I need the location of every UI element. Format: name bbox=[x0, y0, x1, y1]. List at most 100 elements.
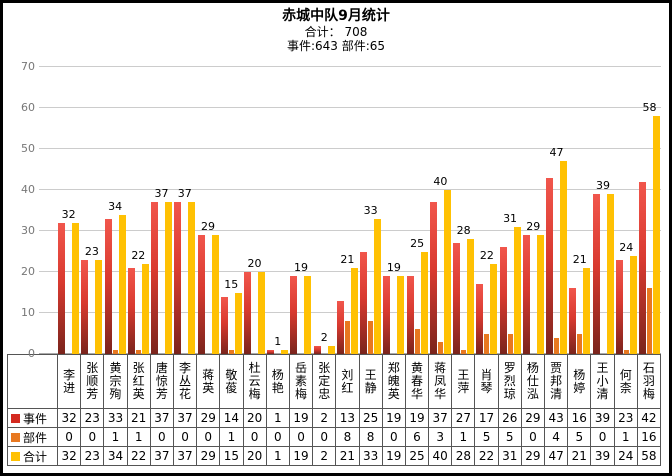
table-cell-total-6: 29 bbox=[197, 447, 221, 466]
bar-parts-25 bbox=[646, 288, 652, 354]
table-cell-events-7: 14 bbox=[220, 409, 244, 428]
bar-total-12 bbox=[350, 267, 358, 354]
table-cell-total-15: 25 bbox=[405, 447, 430, 466]
bar-total-21 bbox=[560, 161, 568, 354]
table-cell-events-11: 2 bbox=[313, 409, 337, 428]
bar-value-label-5: 37 bbox=[177, 187, 192, 201]
bar-total-10 bbox=[304, 276, 312, 354]
table-cell-events-10: 19 bbox=[289, 409, 314, 428]
bar-total-25 bbox=[652, 116, 660, 354]
bar-total-23 bbox=[606, 194, 614, 354]
column-header-name-16: 蒋凤华 bbox=[429, 355, 453, 409]
bar-value-label-24: 24 bbox=[619, 240, 634, 254]
table-cell-parts-25: 16 bbox=[637, 428, 661, 447]
bar-events-1 bbox=[81, 259, 89, 354]
legend-swatch-total bbox=[11, 451, 20, 461]
bar-value-label-13: 33 bbox=[363, 203, 378, 217]
table-cell-parts-19: 5 bbox=[498, 428, 522, 447]
column-header-name-19: 罗烈琼 bbox=[498, 355, 522, 409]
bar-parts-21 bbox=[554, 337, 560, 354]
table-cell-total-23: 39 bbox=[591, 447, 615, 466]
table-cell-events-19: 26 bbox=[498, 409, 522, 428]
table-cell-total-20: 29 bbox=[521, 447, 546, 466]
bar-group-7: 15 bbox=[220, 54, 243, 354]
legend-label-events: 事件 bbox=[23, 411, 48, 426]
bar-value-label-21: 47 bbox=[549, 146, 564, 160]
column-header-name-7: 敬葰 bbox=[220, 355, 244, 409]
table-cell-total-8: 20 bbox=[243, 447, 267, 466]
column-header-name-13: 王静 bbox=[359, 355, 383, 409]
bar-parts-3 bbox=[135, 349, 141, 354]
table-cell-parts-10: 0 bbox=[289, 428, 314, 447]
legend-swatch-events bbox=[11, 413, 20, 423]
bar-parts-12 bbox=[344, 321, 350, 354]
legend-events: 事件 bbox=[8, 409, 58, 428]
bar-events-16 bbox=[429, 202, 437, 354]
legend-parts: 部件 bbox=[8, 428, 58, 447]
bar-total-7 bbox=[234, 292, 242, 354]
bar-events-19 bbox=[499, 247, 507, 354]
bar-total-5 bbox=[188, 202, 196, 354]
table-cell-events-1: 23 bbox=[81, 409, 105, 428]
bar-total-1 bbox=[95, 259, 103, 354]
bar-parts-15 bbox=[414, 329, 420, 354]
y-axis-label-70: 70 bbox=[21, 60, 35, 73]
bar-value-label-9: 1 bbox=[274, 334, 282, 348]
table-cell-events-9: 1 bbox=[266, 409, 290, 428]
y-axis-label-0: 0 bbox=[28, 347, 35, 360]
column-header-name-24: 何柰 bbox=[614, 355, 638, 409]
table-cell-total-0: 32 bbox=[58, 447, 82, 466]
table-cell-parts-14: 0 bbox=[382, 428, 406, 447]
bar-group-10: 19 bbox=[289, 54, 312, 354]
table-cell-total-9: 1 bbox=[266, 447, 290, 466]
bar-events-11 bbox=[313, 345, 321, 354]
bar-value-label-22: 21 bbox=[572, 252, 587, 266]
column-header-name-11: 张定忠 bbox=[313, 355, 337, 409]
bar-events-9 bbox=[267, 349, 275, 354]
table-cell-events-20: 29 bbox=[521, 409, 546, 428]
column-header-name-1: 张顺芳 bbox=[81, 355, 105, 409]
bar-group-21: 47 bbox=[545, 54, 568, 354]
table-cell-parts-22: 5 bbox=[568, 428, 592, 447]
bar-parts-7 bbox=[228, 349, 234, 354]
bar-value-label-12: 21 bbox=[340, 252, 355, 266]
bar-groups: 32 23 34 22 37 37 29 15 20 1 19 2 21 33 19 25 40 28 22 31 29… bbox=[57, 54, 661, 354]
bar-events-13 bbox=[360, 251, 368, 354]
bar-total-0 bbox=[72, 222, 80, 354]
bar-total-24 bbox=[629, 255, 637, 354]
column-header-name-3: 张红英 bbox=[127, 355, 151, 409]
bar-value-label-2: 34 bbox=[108, 199, 123, 213]
table-cell-events-13: 25 bbox=[359, 409, 383, 428]
table-cell-total-18: 22 bbox=[475, 447, 499, 466]
table-cell-parts-24: 1 bbox=[614, 428, 638, 447]
bar-group-14: 19 bbox=[382, 54, 405, 354]
bar-events-8 bbox=[243, 272, 251, 354]
table-cell-events-23: 39 bbox=[591, 409, 615, 428]
bar-value-label-16: 40 bbox=[433, 175, 448, 188]
table-cell-parts-1: 0 bbox=[81, 428, 105, 447]
column-header-name-2: 黄宗殉 bbox=[104, 355, 128, 409]
bar-parts-19 bbox=[507, 333, 513, 354]
bar-value-label-1: 23 bbox=[84, 244, 99, 258]
table-cell-total-5: 37 bbox=[173, 447, 198, 466]
gridline-10 bbox=[39, 312, 661, 313]
column-header-name-18: 肖琴 bbox=[475, 355, 499, 409]
legend-swatch-parts bbox=[11, 432, 20, 442]
column-header-name-9: 杨艳 bbox=[266, 355, 290, 409]
table-cell-events-8: 20 bbox=[243, 409, 267, 428]
table-cell-events-14: 19 bbox=[382, 409, 406, 428]
bar-parts-24 bbox=[623, 349, 629, 354]
column-header-name-0: 李进 bbox=[58, 355, 82, 409]
bar-total-3 bbox=[141, 263, 149, 354]
bar-group-22: 21 bbox=[568, 54, 591, 354]
gridline-40 bbox=[39, 189, 661, 190]
bar-parts-22 bbox=[577, 333, 583, 354]
table-cell-events-12: 13 bbox=[336, 409, 360, 428]
bar-parts-2 bbox=[112, 349, 118, 354]
bar-chart-plot-area: 0 10 20 30 40 50 60 70 32 23 34 22 37 37 29 15 20 1 19 2 21… bbox=[7, 54, 661, 359]
bar-events-0 bbox=[58, 222, 66, 354]
bar-events-20 bbox=[522, 235, 530, 354]
table-cell-total-3: 22 bbox=[127, 447, 151, 466]
bar-events-3 bbox=[127, 267, 135, 354]
table-cell-total-12: 21 bbox=[336, 447, 360, 466]
